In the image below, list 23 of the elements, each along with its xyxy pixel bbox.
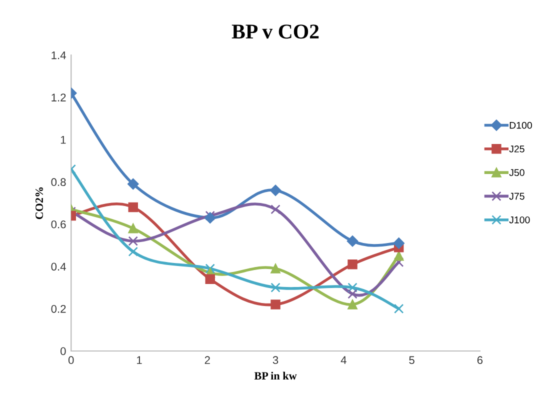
legend-label: J50: [509, 169, 524, 176]
x-tick-label: 6: [477, 356, 483, 364]
legend-label: D100: [510, 122, 532, 129]
y-tick-label: 0.6: [51, 220, 66, 228]
legend-label: J25: [509, 146, 524, 152]
y-tick-label: 0.4: [51, 262, 66, 271]
y-tick-label: 0: [60, 347, 66, 356]
x-tick-label: 4: [340, 356, 346, 364]
x-axis-title: BP in kw: [254, 372, 297, 380]
chart-title: BP v CO2: [232, 24, 319, 39]
y-tick-label: 0.8: [51, 178, 66, 186]
y-tick-label: 1: [60, 136, 66, 144]
x-tick-label: 0: [68, 356, 74, 364]
legend-label: J75: [509, 192, 524, 200]
x-tick-label: 2: [204, 356, 210, 364]
x-tick-label: 3: [272, 356, 278, 364]
y-tick-label: 1.4: [52, 51, 66, 60]
y-axis-title: CO2%: [36, 187, 44, 220]
y-tick-label: 1.2: [52, 94, 66, 102]
y-tick-label: 0.2: [51, 304, 66, 313]
legend-label: J100: [509, 216, 530, 224]
x-tick-label: 1: [137, 356, 142, 364]
x-tick-label: 5: [409, 356, 414, 364]
